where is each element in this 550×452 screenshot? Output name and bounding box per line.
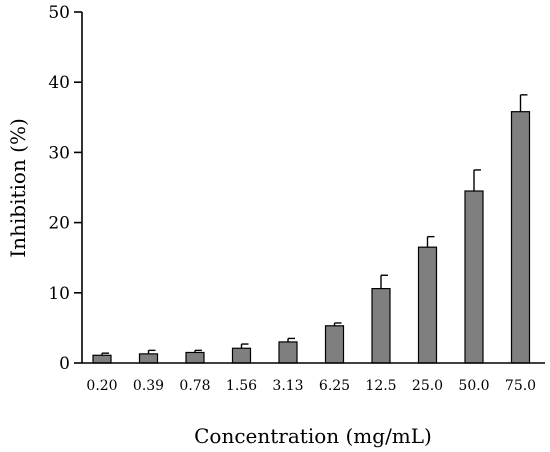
bar-0.20 xyxy=(92,354,112,364)
x-tick-label: 0.78 xyxy=(179,378,210,394)
x-tick-label: 6.25 xyxy=(319,378,350,394)
y-tick-label: 50 xyxy=(48,3,70,23)
y-tick-label: 10 xyxy=(48,284,70,304)
x-tick-label: 75.0 xyxy=(505,378,536,394)
y-tick-label: 0 xyxy=(59,354,70,374)
x-tick-label: 12.5 xyxy=(365,378,396,394)
y-tick-label: 30 xyxy=(48,143,70,163)
bar-6.25 xyxy=(324,325,345,364)
x-tick-label: 0.20 xyxy=(86,378,117,394)
y-tick-label: 20 xyxy=(48,214,70,234)
bar-1.56 xyxy=(231,347,252,364)
bar-3.13 xyxy=(278,341,298,364)
x-tick-label: 3.13 xyxy=(272,378,303,394)
x-tick-label: 25.0 xyxy=(412,378,443,394)
bar-0.39 xyxy=(138,353,159,364)
bar-50.0 xyxy=(464,190,484,364)
y-tick-label: 40 xyxy=(48,73,70,93)
bars-group xyxy=(92,111,531,364)
bar-75.0 xyxy=(510,111,531,364)
x-tick-label: 0.39 xyxy=(133,378,164,394)
y-ticks-group: 0 10 20 30 40 50 xyxy=(48,3,82,374)
error-bars-group xyxy=(101,94,528,356)
bar-0.78 xyxy=(185,351,205,364)
x-tick-label: 1.56 xyxy=(226,378,257,394)
axes-group xyxy=(81,12,545,364)
bar-12.5 xyxy=(371,287,391,364)
y-axis-title: Inhibition (%) xyxy=(6,118,30,258)
x-axis-title: Concentration (mg/mL) xyxy=(194,424,432,448)
x-ticks-group: 0.20 0.39 0.78 1.56 3.13 6.25 12.5 25.0 50.0 75.0 xyxy=(86,378,536,394)
bar-25.0 xyxy=(417,246,438,364)
x-tick-label: 50.0 xyxy=(458,378,489,394)
